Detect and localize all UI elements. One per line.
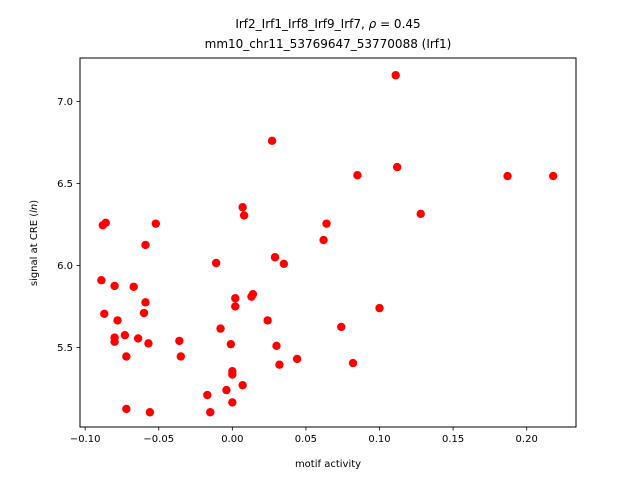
scatter-point	[337, 322, 346, 332]
y-axis-label-prefix: signal at CRE (	[29, 213, 40, 286]
scatter-point	[141, 240, 150, 250]
scatter-point	[267, 136, 277, 146]
y-tick-label: 5.5	[57, 343, 73, 354]
scatter-point	[231, 294, 240, 303]
scatter-point	[133, 334, 143, 343]
scatter-point	[211, 258, 221, 268]
scatter-point	[113, 316, 122, 325]
data-points	[97, 71, 558, 417]
scatter-point	[416, 209, 425, 218]
x-axis-label: motif activity	[295, 459, 361, 470]
scatter-point	[319, 235, 328, 245]
scatter-point	[120, 330, 130, 340]
scatter-point	[100, 309, 109, 319]
y-tick-label: 6.0	[57, 261, 73, 272]
scatter-point	[110, 337, 119, 346]
scatter-point	[292, 354, 302, 364]
scatter-point	[216, 324, 225, 333]
scatter-point	[144, 339, 153, 348]
scatter-point	[503, 171, 512, 181]
x-tick-label: 0.20	[516, 434, 538, 445]
scatter-point	[392, 162, 402, 172]
x-tick-label: −0.05	[143, 434, 174, 445]
chart-title-line1: Irf2_Irf1_Irf8_Irf9_Irf7, ρ = 0.45	[235, 17, 420, 31]
scatter-point	[391, 71, 400, 80]
scatter-point	[272, 341, 281, 351]
scatter-point	[151, 219, 160, 228]
scatter-point	[231, 302, 240, 311]
scatter-point	[110, 281, 119, 291]
scatter-point	[275, 360, 284, 369]
chart-title-line2: mm10_chr11_53769647_53770088 (Irf1)	[205, 37, 452, 51]
title-rho-value: = 0.45	[376, 17, 420, 31]
scatter-point	[222, 385, 231, 395]
y-axis-label-suffix: )	[29, 200, 40, 204]
y-axis-label: signal at CRE (ln)	[29, 200, 40, 286]
scatter-point	[322, 219, 331, 228]
title-rho-symbol: ρ	[369, 17, 377, 31]
x-tick-label: −0.10	[70, 434, 101, 445]
scatter-point	[548, 171, 558, 181]
scatter-point	[238, 380, 247, 390]
y-tick-label: 6.5	[57, 179, 73, 190]
scatter-point	[353, 171, 362, 180]
scatter-point	[228, 398, 237, 407]
scatter-point	[97, 276, 106, 285]
y-axis-label-italic: ln	[29, 204, 40, 213]
scatter-point	[145, 408, 155, 417]
scatter-point	[375, 303, 384, 313]
x-tick-label: 0.15	[442, 434, 464, 445]
scatter-point	[270, 253, 280, 262]
scatter-point	[206, 408, 215, 417]
scatter-point	[228, 370, 237, 379]
x-tick-label: 0.05	[295, 434, 317, 445]
x-tick-label: 0.10	[368, 434, 390, 445]
scatter-point	[175, 336, 184, 346]
scatter-point	[122, 352, 131, 361]
title-series-text: Irf2_Irf1_Irf8_Irf9_Irf7,	[235, 17, 368, 31]
scatter-point	[122, 404, 131, 414]
scatter-point	[98, 221, 108, 230]
scatter-point	[348, 358, 358, 368]
scatter-point	[139, 308, 149, 318]
scatter-point	[247, 292, 256, 301]
scatter-point	[263, 316, 272, 325]
scatter-point	[203, 390, 212, 400]
axis-ticks: −0.10 −0.05 0.00 0.05 0.10 0.15 0.20 5.5 6.0 6.5 7…	[57, 97, 538, 445]
plot-area-frame	[79, 57, 577, 428]
x-tick-label: 0.00	[221, 434, 243, 445]
scatter-point	[176, 352, 186, 361]
scatter-point	[239, 211, 249, 220]
scatter-point	[141, 298, 150, 307]
scatter-point	[279, 259, 289, 269]
y-tick-label: 7.0	[57, 97, 73, 108]
scatter-point	[129, 282, 138, 291]
scatter-point	[238, 203, 247, 212]
scatter-point	[226, 339, 236, 349]
